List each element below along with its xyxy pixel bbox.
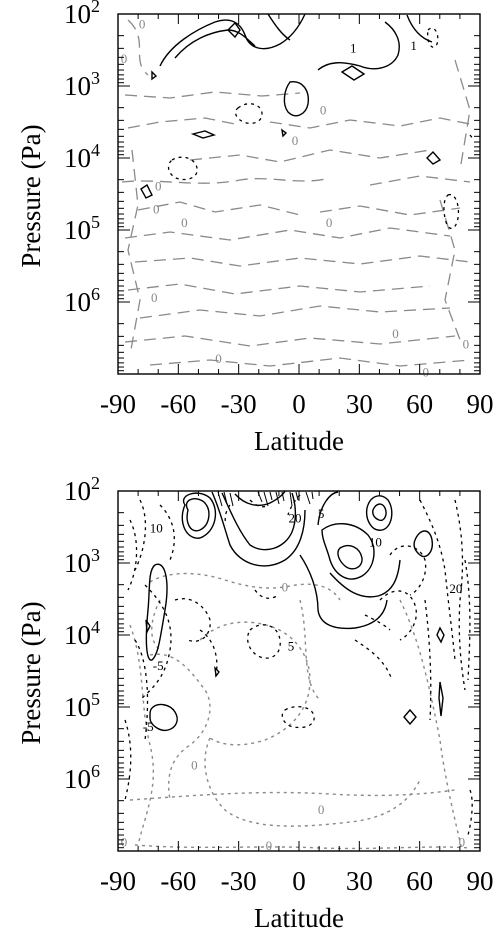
x-tick-label: -60 <box>160 866 196 896</box>
contour-label: -5 <box>143 719 154 734</box>
x-tick-label: -90 <box>100 389 136 419</box>
x-tick-label: -60 <box>160 389 196 419</box>
contour-label: 0 <box>282 580 289 595</box>
hatched-contours-top <box>217 491 314 507</box>
contour-label: 10 <box>369 535 382 550</box>
x-tick-label: 0 <box>292 866 306 896</box>
y-tick-label: 105 <box>64 689 100 722</box>
contour-label: 0 <box>326 215 333 230</box>
contour-label: 0 <box>463 337 470 352</box>
bottom-contours <box>124 490 473 851</box>
y-tick-label: 104 <box>64 140 100 173</box>
contour-label: 0 <box>151 290 158 305</box>
x-tick-label: 90 <box>467 389 494 419</box>
contour-label: 0 <box>318 802 325 817</box>
y-tick-base: 10 <box>64 143 91 173</box>
y-tick-base: 10 <box>64 287 91 317</box>
x-axis-title-bottom: Latitude <box>254 903 344 933</box>
contour-label: 0 <box>422 365 429 380</box>
contour-label: 5 <box>318 506 325 521</box>
y-tick-label: 103 <box>64 545 100 578</box>
y-tick-label: 106 <box>64 284 100 317</box>
contour-label: 1 <box>410 38 417 53</box>
y-tick-exponent: 4 <box>91 617 100 637</box>
y-axis-title-top: Pressure (Pa) <box>16 124 46 267</box>
y-tick-exponent: 4 <box>91 140 100 160</box>
negative-contours <box>167 27 475 229</box>
x-tick-label: 30 <box>346 866 373 896</box>
top-x-tick-labels: -90 -60 -30 0 30 60 90 <box>100 389 494 419</box>
y-tick-exponent: 5 <box>91 212 100 232</box>
y-axis-title-bottom: Pressure (Pa) <box>16 601 46 744</box>
contour-label: 10 <box>150 520 163 535</box>
negative-contours-bottom <box>124 494 473 836</box>
y-tick-exponent: 6 <box>91 761 100 781</box>
contour-label: 0 <box>139 17 146 32</box>
contour-label: 0 <box>459 834 466 849</box>
x-tick-label: 90 <box>467 866 494 896</box>
y-tick-exponent: 2 <box>91 473 100 493</box>
x-tick-label: 30 <box>346 389 373 419</box>
positive-contours <box>140 13 442 199</box>
contour-label: 0 <box>153 202 160 217</box>
y-tick-exponent: 6 <box>91 284 100 304</box>
x-tick-label: 60 <box>406 866 433 896</box>
x-tick-label: 60 <box>406 389 433 419</box>
y-tick-exponent: 3 <box>91 545 100 565</box>
contour-label: 0 <box>292 133 299 148</box>
contour-label: 0 <box>191 758 198 773</box>
y-tick-base: 10 <box>64 620 91 650</box>
contour-label: 0 <box>266 838 273 853</box>
contour-label: 0 <box>155 179 162 194</box>
contour-label: 0 <box>121 834 128 849</box>
y-tick-base: 10 <box>64 215 91 245</box>
y-tick-label: 103 <box>64 68 100 101</box>
positive-contours-bottom <box>145 490 445 732</box>
y-tick-label: 104 <box>64 617 100 650</box>
x-tick-label: -90 <box>100 866 136 896</box>
x-tick-label: -30 <box>221 389 257 419</box>
y-tick-exponent: 2 <box>91 0 100 16</box>
zero-contours <box>121 19 471 367</box>
top-ticks <box>117 13 481 374</box>
contour-label: 0 <box>320 103 327 118</box>
bottom-x-tick-labels: -90 -60 -30 0 30 60 90 <box>100 866 494 896</box>
contour-label: 1 <box>350 40 357 55</box>
contour-label: -5 <box>153 658 164 673</box>
contour-label: 5 <box>288 639 295 654</box>
y-tick-label: 106 <box>64 761 100 794</box>
x-tick-label: -30 <box>221 866 257 896</box>
y-tick-exponent: 5 <box>91 689 100 709</box>
contour-label: 0 <box>181 215 188 230</box>
y-tick-base: 10 <box>64 0 91 29</box>
x-tick-label: 0 <box>292 389 306 419</box>
plot-frame-top <box>117 13 481 375</box>
top-contours <box>121 13 475 367</box>
y-tick-label: 102 <box>64 473 100 506</box>
contour-label: 0 <box>121 51 128 66</box>
y-tick-label: 102 <box>64 0 100 29</box>
y-tick-base: 10 <box>64 548 91 578</box>
y-tick-base: 10 <box>64 476 91 506</box>
x-axis-title-top: Latitude <box>254 426 344 456</box>
y-tick-exponent: 3 <box>91 68 100 88</box>
zero-contours-bottom <box>129 572 471 851</box>
contour-label: 0 <box>215 351 222 366</box>
contour-label: 0 <box>392 326 399 341</box>
contour-label: 20 <box>288 510 301 525</box>
bottom-contour-labels: 10 20 5 10 20 0 5 -5 -5 0 0 0 0 0 <box>121 506 465 853</box>
y-tick-label: 105 <box>64 212 100 245</box>
y-tick-base: 10 <box>64 764 91 794</box>
bottom-ticks <box>117 490 481 851</box>
y-tick-base: 10 <box>64 71 91 101</box>
y-tick-base: 10 <box>64 692 91 722</box>
contour-label: 20 <box>449 581 462 596</box>
top-contour-labels: 0 0 1 1 0 0 0 0 0 0 0 0 0 0 0 <box>121 17 469 380</box>
